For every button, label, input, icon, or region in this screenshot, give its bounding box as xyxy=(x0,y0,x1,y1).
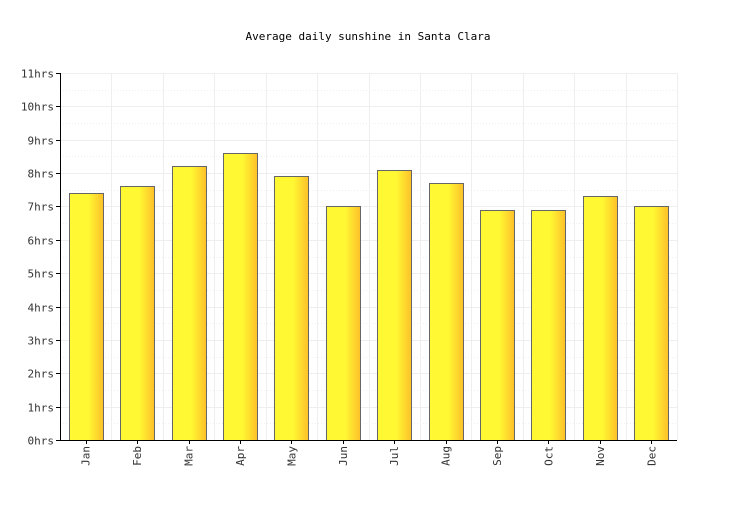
chart-title: Average daily sunshine in Santa Clara xyxy=(245,30,491,43)
bar-mar xyxy=(172,166,207,441)
y-tick-label: 8hrs xyxy=(28,168,55,181)
x-tick-label: Oct xyxy=(542,446,555,466)
y-tick-label: 0hrs xyxy=(28,435,55,448)
x-tick-label: May xyxy=(285,446,298,466)
bars xyxy=(69,153,669,441)
bar-dec xyxy=(634,206,669,441)
x-tick-label: Apr xyxy=(234,446,247,466)
y-tick-label: 1hrs xyxy=(28,402,55,415)
axes xyxy=(56,73,677,444)
x-tick-label: Mar xyxy=(183,446,196,466)
bar-aug xyxy=(429,183,464,441)
bar-apr xyxy=(223,153,258,441)
y-tick-label: 9hrs xyxy=(28,135,55,148)
bar-jun xyxy=(326,206,361,441)
bar-jan xyxy=(69,193,104,441)
y-tick-label: 2hrs xyxy=(28,368,55,381)
x-tick-label: Dec xyxy=(645,446,658,466)
x-tick-label: Jun xyxy=(337,446,350,466)
x-tick-label: Nov xyxy=(594,446,607,466)
bar-nov xyxy=(583,196,618,441)
x-tick-label: Aug xyxy=(440,446,453,466)
y-tick-label: 7hrs xyxy=(28,201,55,214)
bar-oct xyxy=(531,210,566,441)
y-tick-label: 6hrs xyxy=(28,235,55,248)
bar-jul xyxy=(377,170,412,441)
y-tick-label: 10hrs xyxy=(21,101,54,114)
y-tick-label: 5hrs xyxy=(28,268,55,281)
y-tick-label: 4hrs xyxy=(28,302,55,315)
grid-lines xyxy=(60,73,678,440)
bar-may xyxy=(274,176,309,441)
x-tick-label: Feb xyxy=(131,446,144,466)
y-tick-label: 3hrs xyxy=(28,335,55,348)
y-tick-label: 11hrs xyxy=(21,68,54,81)
x-tick-label: Jul xyxy=(388,446,401,466)
bar-feb xyxy=(120,186,155,441)
x-tick-label: Jan xyxy=(80,446,93,466)
bar-sep xyxy=(480,210,515,441)
x-tick-label: Sep xyxy=(491,446,504,466)
tick-labels: 0hrs 1hrs 2hrs 3hrs 4hrs 5hrs 6hrs 7hrs 8hrs 9hrs… xyxy=(21,68,658,466)
